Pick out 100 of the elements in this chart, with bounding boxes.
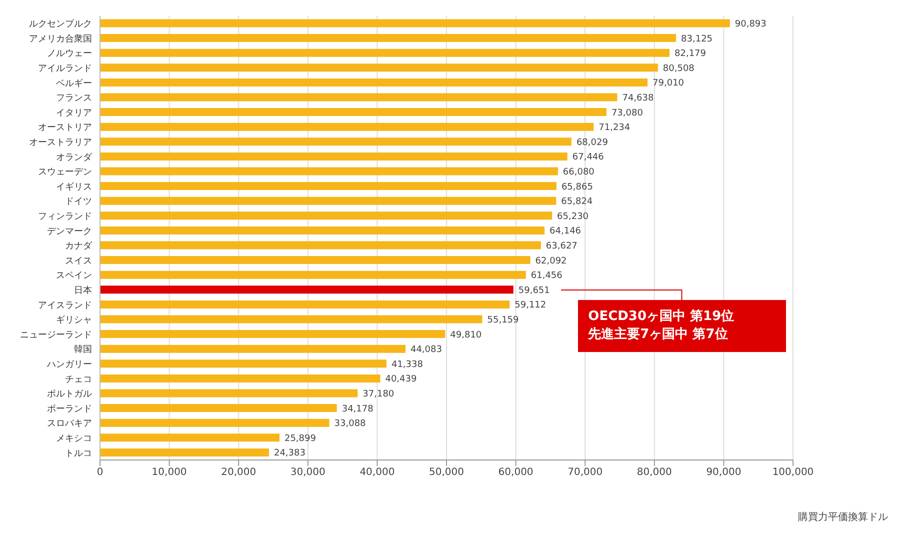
data-label: 65,824 <box>561 197 593 208</box>
bar <box>100 315 482 324</box>
y-tick-label: ポルトガル <box>47 390 92 400</box>
data-label: 55,159 <box>487 315 520 326</box>
annotation: 先進主要7ヶ国中 第7位 <box>588 326 729 344</box>
data-label: 64,146 <box>550 226 582 237</box>
y-tick-label: ドイツ <box>65 197 92 208</box>
y-tick-label: オランダ <box>56 152 93 163</box>
data-label: 90,893 <box>734 19 766 30</box>
y-tick-label: スウェーデン <box>38 168 92 178</box>
bar <box>100 167 558 176</box>
data-label: 65,865 <box>561 182 593 192</box>
bar <box>100 270 526 279</box>
data-label: 59,112 <box>514 300 546 311</box>
y-tick-label: イギリス <box>56 181 92 192</box>
bar <box>100 389 358 398</box>
bar <box>100 138 572 146</box>
bar <box>100 418 330 427</box>
data-label: 73,080 <box>611 108 644 118</box>
y-tick-label: トルコ <box>65 448 92 459</box>
x-tick-label: 60,000 <box>498 467 534 478</box>
data-label: 49,810 <box>450 330 482 340</box>
x-tick-label: 100,000 <box>772 467 814 478</box>
y-tick-label: アイスランド <box>38 300 92 311</box>
data-label: 71,234 <box>598 123 630 134</box>
y-tick-label: アイルランド <box>38 64 92 74</box>
y-tick-label: オーストリア <box>38 123 92 134</box>
y-tick-label: ルクセンブルク <box>29 18 92 30</box>
x-tick-label: 0 <box>96 467 104 478</box>
y-tick-label: スイス <box>65 256 92 266</box>
data-label: 67,446 <box>572 152 604 163</box>
data-label: 65,230 <box>557 212 589 222</box>
x-axis-title: 購買力平価換算ドル <box>798 510 888 524</box>
x-tick-label: 20,000 <box>221 467 256 478</box>
bar <box>100 19 730 28</box>
bar <box>100 64 658 72</box>
bar <box>100 212 552 220</box>
y-tick-label: フランス <box>56 94 92 104</box>
callout-box: OECD30ヶ国中 第19位 先進主要7ヶ国中 第7位 <box>578 300 786 352</box>
y-tick-label: オーストラリア <box>29 138 92 148</box>
y-tick-label: スペイン <box>56 271 92 282</box>
bar <box>100 256 530 264</box>
x-tick-label: 10,000 <box>152 467 187 478</box>
y-tick-label: イタリア <box>56 108 92 118</box>
bar <box>100 152 568 160</box>
bar <box>100 300 510 308</box>
data-label: 68,029 <box>576 138 608 148</box>
bar <box>100 196 556 205</box>
bar <box>100 226 545 234</box>
data-label: 66,080 <box>562 167 595 178</box>
y-tick-label: アメリカ合衆国 <box>29 33 92 44</box>
bar <box>100 448 269 456</box>
bar <box>100 182 556 190</box>
data-label: 24,383 <box>274 448 306 459</box>
bar <box>100 122 594 131</box>
bar <box>100 78 648 86</box>
bar <box>100 241 541 250</box>
y-tick-label: ベルギー <box>56 78 92 89</box>
data-label: 82,179 <box>674 49 706 60</box>
y-tick-label: ハンガリー <box>46 360 92 370</box>
y-tick-label: デンマーク <box>47 226 92 237</box>
annotation: OECD30ヶ国中 第19位 <box>588 308 736 326</box>
data-label: 79,010 <box>652 78 684 89</box>
y-tick-label: カナダ <box>65 240 93 252</box>
data-label: 41,338 <box>391 360 424 370</box>
bar <box>100 108 606 116</box>
y-tick-label: フィンランド <box>38 212 92 222</box>
data-label: 80,508 <box>662 64 695 74</box>
y-tick-label: チェコ <box>65 374 92 385</box>
data-label: 34,178 <box>342 404 374 414</box>
x-tick-label: 50,000 <box>429 467 464 478</box>
bar <box>100 48 670 57</box>
data-label: 83,125 <box>681 34 713 44</box>
y-tick-label: 韓国 <box>74 344 92 356</box>
y-tick-label: ノルウェー <box>47 49 92 60</box>
data-label: 40,439 <box>385 374 418 385</box>
bar <box>100 374 380 382</box>
data-label: 63,627 <box>546 241 578 252</box>
x-tick-label: 80,000 <box>636 467 672 478</box>
data-label: 61,456 <box>530 271 563 282</box>
y-tick-label: ポーランド <box>47 404 92 414</box>
y-tick-label: ニュージーランド <box>20 330 92 340</box>
bar <box>100 404 337 412</box>
data-label: 25,899 <box>284 434 316 444</box>
bar <box>100 93 618 102</box>
y-tick-label: スロバキア <box>47 419 92 430</box>
bar <box>100 34 676 42</box>
data-label: 44,083 <box>410 345 442 356</box>
data-label: 59,651 <box>518 286 550 296</box>
data-label: 33,088 <box>334 419 366 430</box>
data-label: 37,180 <box>362 389 394 400</box>
bar <box>100 286 514 294</box>
x-tick-label: 90,000 <box>706 467 742 478</box>
bar <box>100 434 280 442</box>
x-tick-label: 70,000 <box>568 467 603 478</box>
x-tick-label: 30,000 <box>290 467 326 478</box>
bar <box>100 330 446 338</box>
x-tick-label: 40,000 <box>360 467 395 478</box>
bar <box>100 360 386 368</box>
y-tick-label: ギリシャ <box>56 314 92 326</box>
